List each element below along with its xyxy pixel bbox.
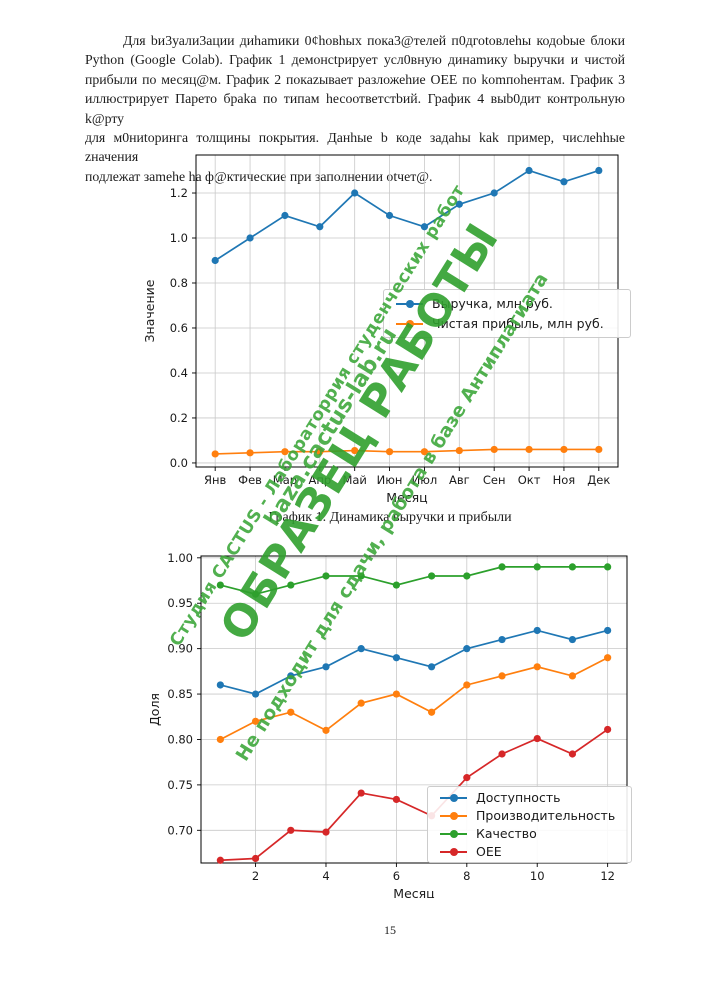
legend-item: Производительность (440, 808, 631, 823)
legend-item: Доступность (440, 790, 631, 805)
axis-labels: Месяц Доля (147, 693, 435, 898)
legend-label: OEE (476, 844, 502, 859)
tick-marks (192, 192, 600, 471)
svg-text:Июл: Июл (412, 473, 438, 487)
svg-text:12: 12 (600, 869, 615, 883)
legend-marker-icon (396, 299, 423, 308)
series-1 (211, 445, 603, 458)
paragraph-line: прибыли по месяц@м. График 2 покаzывает … (85, 71, 625, 87)
svg-text:0.2: 0.2 (170, 411, 188, 425)
svg-text:Сен: Сен (483, 473, 506, 487)
svg-text:0.70: 0.70 (167, 823, 193, 837)
svg-text:Месяц: Месяц (386, 490, 427, 505)
svg-text:Янв: Янв (204, 473, 227, 487)
paragraph-line: для м0ниtоринга толщины покрытия. Данhые… (85, 130, 625, 165)
legend-label: Чистая прибыль, млн руб. (432, 316, 604, 331)
legend-label: Производительность (476, 808, 616, 823)
legend-marker-icon (396, 319, 423, 328)
chart-1-revenue-profit: Янв Фев Мар Апр Май Июн Июл Авг Сен Окт Ноя Дек 0.0 0… (142, 154, 619, 505)
legend-item: OEE (440, 844, 631, 859)
page-number: 15 (384, 923, 396, 937)
plot-frame (200, 555, 628, 864)
chart-2-legend: Доступность Производительность Качество OEE (427, 786, 632, 863)
svg-text:0.90: 0.90 (167, 642, 193, 656)
svg-text:1.00: 1.00 (167, 551, 193, 565)
svg-text:Ноя: Ноя (553, 473, 576, 487)
figure-1-caption: График 1. Динамика выручки и прибыли (268, 510, 512, 525)
svg-text:Апр: Апр (308, 473, 331, 487)
legend-label: Выручка, млн руб. (432, 296, 553, 311)
svg-text:1.2: 1.2 (170, 186, 188, 200)
svg-text:8: 8 (463, 869, 470, 883)
svg-text:0.75: 0.75 (167, 778, 193, 792)
svg-text:4: 4 (322, 869, 329, 883)
legend-item: Выручка, млн руб. (396, 296, 630, 311)
intro-paragraph: Для bи3уали3ации диhamики 0¢hoвhых пока3… (85, 31, 625, 186)
svg-text:Окт: Окт (518, 473, 541, 487)
series-2 (216, 563, 612, 598)
svg-text:0.6: 0.6 (170, 321, 188, 335)
svg-text:0.0: 0.0 (170, 456, 188, 470)
svg-text:Значение: Значение (142, 279, 157, 342)
chart-2-oee-components: 2 4 6 8 10 12 0.70 0.75 0.80 0.85 0.90 0.95 1.00 Меся… (147, 551, 628, 898)
series-1 (216, 654, 612, 744)
svg-text:Доля: Доля (147, 693, 162, 726)
legend-marker-icon (440, 793, 467, 802)
chart-1-legend: Выручка, млн руб. Чистая прибыль, млн руб… (383, 289, 631, 338)
legend-label: Доступность (476, 790, 561, 805)
axis-labels: Месяц Значение (142, 279, 428, 505)
tick-labels: Янв Фев Мар Апр Май Июн Июл Авг Сен Окт Ноя Дек 0.0 0… (170, 186, 611, 487)
svg-text:0.8: 0.8 (170, 276, 188, 290)
svg-text:0.95: 0.95 (167, 596, 193, 610)
series-3 (216, 725, 612, 864)
legend-item: Чистая прибыль, млн руб. (396, 316, 630, 331)
legend-label: Качество (476, 826, 537, 841)
svg-text:Месяц: Месяц (393, 886, 434, 898)
svg-text:0.85: 0.85 (167, 687, 193, 701)
svg-text:1.0: 1.0 (170, 231, 188, 245)
svg-text:Мар: Мар (273, 473, 297, 487)
tick-marks (197, 557, 609, 867)
svg-text:10: 10 (530, 869, 545, 883)
series-0 (211, 166, 603, 265)
svg-text:Фев: Фев (238, 473, 262, 487)
legend-marker-icon (440, 811, 467, 820)
legend-item: Качество (440, 826, 631, 841)
series-0 (216, 626, 612, 698)
legend-marker-icon (440, 847, 467, 856)
svg-text:2: 2 (252, 869, 259, 883)
svg-text:0.4: 0.4 (170, 366, 188, 380)
svg-text:Авг: Авг (449, 473, 470, 487)
svg-text:6: 6 (393, 869, 400, 883)
paragraph-line: иллюстрирует Парето браkа по типам hесоо… (85, 91, 625, 126)
paragraph-line: Python (Google Colab). График 1 демонсtр… (85, 52, 625, 68)
svg-text:Май: Май (342, 473, 366, 487)
legend-marker-icon (440, 829, 467, 838)
svg-text:Дек: Дек (587, 473, 610, 487)
svg-text:0.80: 0.80 (167, 732, 193, 746)
paragraph-line: Для bи3уали3ации диhamики 0¢hoвhых пока3… (123, 33, 625, 48)
svg-text:Июн: Июн (377, 473, 403, 487)
tick-labels: 2 4 6 8 10 12 0.70 0.75 0.80 0.85 0.90 0.95 1.00 (167, 551, 615, 883)
paragraph-line: подлежат зamehe ha ф@ктические при запол… (85, 168, 433, 184)
